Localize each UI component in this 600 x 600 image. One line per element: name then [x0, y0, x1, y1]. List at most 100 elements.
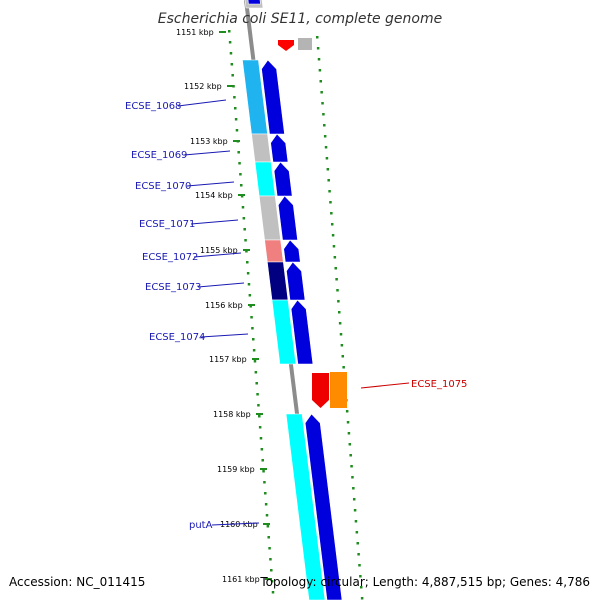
gene-ecse-1070[interactable] — [273, 161, 293, 197]
gene-ecse-1069[interactable] — [270, 133, 289, 163]
ring-dot — [336, 289, 339, 292]
ring-dot — [333, 256, 337, 259]
label-leader-line — [186, 181, 235, 187]
label-leader-line — [190, 219, 239, 225]
ring-dot — [331, 234, 335, 237]
ring-dot — [328, 190, 331, 193]
ring-dot — [254, 371, 258, 374]
cog-ecse-1075[interactable] — [330, 372, 347, 408]
ring-dot — [241, 206, 245, 209]
ring-dot — [323, 135, 327, 138]
ring-dot — [244, 239, 247, 242]
gene-ecse-1073[interactable] — [286, 261, 306, 301]
ring-dot — [233, 96, 236, 99]
ring-dot — [269, 558, 272, 561]
feature-track — [242, 0, 347, 600]
topology-info-text: Topology: circular; Length: 4,887,515 bp… — [260, 575, 590, 589]
ring-dot — [238, 162, 241, 165]
ring-dot — [338, 322, 342, 325]
cog-ecse-1070[interactable] — [254, 161, 276, 197]
feature-top-blue-arrow[interactable] — [247, 0, 261, 5]
map-title: Escherichia coli SE11, complete genome — [158, 11, 442, 27]
gene-puta[interactable] — [304, 413, 343, 600]
ring-dot — [267, 536, 270, 539]
cog-ecse-1073[interactable] — [266, 261, 289, 301]
tick-label: 1152 kbp — [184, 82, 222, 91]
tick-label: 1158 kbp — [213, 410, 251, 419]
ring-dot — [320, 91, 323, 94]
ring-dot — [356, 542, 359, 545]
ring-dot — [334, 267, 337, 270]
ring-dot — [250, 316, 253, 319]
ring-dot — [262, 470, 265, 473]
gene-ecse-1075[interactable] — [312, 373, 329, 408]
ring-dot — [326, 168, 330, 171]
label-leader-line — [183, 150, 231, 156]
ring-dot — [324, 146, 328, 149]
cog-ecse-1074[interactable] — [271, 299, 297, 365]
gene-ecse-1072[interactable] — [283, 239, 301, 263]
gene-ecse-1074[interactable] — [290, 299, 314, 365]
ring-dot — [249, 305, 252, 308]
ring-dot — [246, 261, 249, 264]
ring-dot — [264, 492, 267, 495]
gene-label[interactable]: ECSE_1068 — [125, 101, 181, 112]
ring-dot — [347, 432, 351, 435]
ring-dot — [228, 41, 232, 44]
ring-dot — [256, 393, 259, 396]
cog-puta[interactable] — [285, 413, 326, 600]
feature-top-gray-small[interactable] — [298, 38, 312, 50]
label-leader-line — [193, 252, 242, 258]
gene-label[interactable]: ECSE_1074 — [149, 332, 205, 343]
cog-ecse-1072[interactable] — [264, 239, 284, 263]
tick-label: 1154 kbp — [195, 191, 233, 200]
ring-dot — [329, 201, 332, 204]
ring-dot — [340, 344, 344, 347]
gene-label[interactable]: ECSE_1070 — [135, 181, 191, 192]
ring-dot — [261, 459, 264, 462]
ring-dot — [342, 366, 345, 369]
ring-dot — [321, 102, 324, 105]
tick-label: 1157 kbp — [209, 355, 247, 364]
cog-ecse-1069[interactable] — [251, 133, 272, 163]
ring-dot — [248, 294, 252, 297]
ring-dot — [337, 300, 340, 303]
ring-dot — [270, 580, 274, 583]
gene-labels: ECSE_1068 ECSE_1069 ECSE_1070 ECSE_1071 ECSE… — [125, 99, 467, 531]
label-leader-line — [177, 99, 227, 107]
ring-dot — [345, 410, 349, 413]
gene-label[interactable]: ECSE_1071 — [139, 219, 195, 230]
ring-dot — [240, 195, 244, 198]
ring-dot — [323, 124, 326, 127]
ring-dot — [234, 118, 238, 121]
tick-label: 1151 kbp — [176, 28, 214, 37]
ring-dot — [235, 129, 239, 132]
ring-dot — [230, 63, 234, 66]
ring-dot — [358, 564, 361, 567]
ring-dot — [260, 448, 264, 451]
gene-label[interactable]: ECSE_1069 — [131, 150, 187, 161]
gene-label[interactable]: ECSE_1073 — [145, 282, 201, 293]
feature-top-red-arrow[interactable] — [278, 40, 294, 51]
ring-dot — [335, 278, 338, 281]
gene-ecse-1071[interactable] — [277, 195, 298, 241]
ring-dot — [252, 338, 255, 341]
gene-label[interactable]: putA — [189, 520, 213, 531]
dotted-ring-inner — [228, 30, 275, 594]
ring-dot — [327, 179, 330, 182]
gene-label[interactable]: ECSE_1072 — [142, 252, 198, 263]
ring-dot — [341, 355, 345, 358]
gene-label[interactable]: ECSE_1075 — [411, 379, 467, 390]
ring-dot — [264, 503, 268, 506]
ring-dot — [228, 30, 231, 33]
ring-dot — [360, 597, 364, 600]
cog-ecse-1071[interactable] — [258, 195, 281, 241]
label-leader-line — [200, 333, 249, 338]
tick-label: 1159 kbp — [217, 465, 255, 474]
accession-text: Accession: NC_011415 — [9, 575, 146, 589]
tick-label: 1161 kbp — [222, 575, 260, 584]
ring-dot — [268, 547, 271, 550]
ring-dot — [231, 74, 234, 77]
ring-dot — [317, 58, 321, 61]
